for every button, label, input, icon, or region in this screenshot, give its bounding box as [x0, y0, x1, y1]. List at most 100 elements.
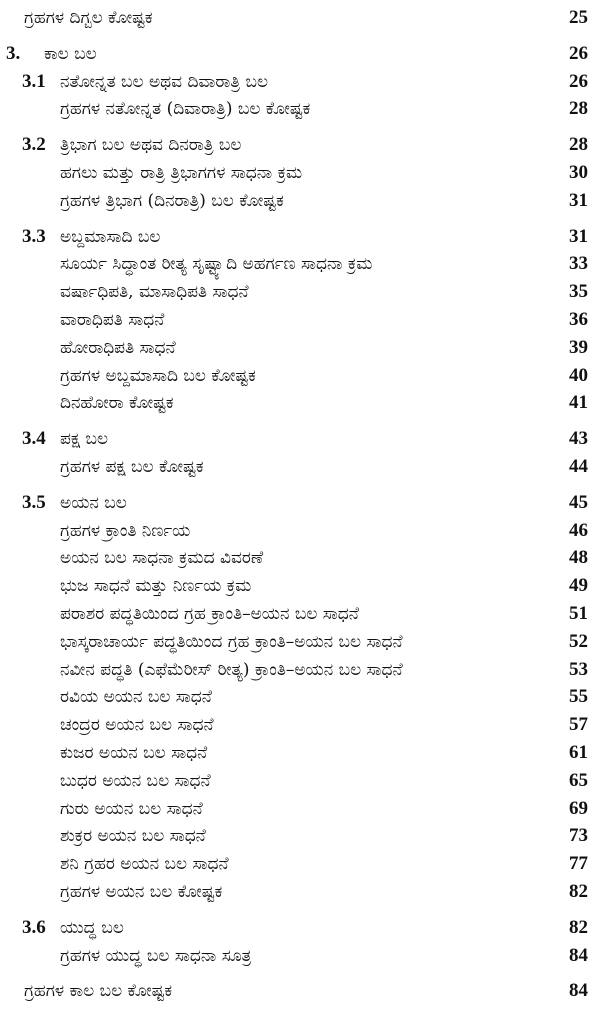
entry-row: ದಿನಹೋರಾ ಕೋಷ್ಟಕ 41 — [0, 390, 600, 416]
entry-row: ಪರಾಶರ ಪದ್ಧತಿಯಿಂದ ಗ್ರಹ ಕ್ರಾಂತಿ–ಅಯನ ಬಲ ಸಾಧ… — [0, 601, 600, 627]
entry-row: ಗ್ರಹಗಳ ಅಯನ ಬಲ ಕೋಷ್ಟಕ 82 — [0, 879, 600, 905]
section-row: 3.1 ನತೋನ್ನತ ಬಲ ಅಥವ ದಿವಾರಾತ್ರಿ ಬಲ 26 — [0, 69, 600, 95]
entry-title: ಅಯನ ಬಲ — [60, 492, 127, 513]
entry-title: ತ್ರಿಭಾಗ ಬಲ ಅಥವ ದಿನರಾತ್ರಿ ಬಲ — [60, 135, 242, 156]
entry-title: ನವೀನ ಪದ್ಧತಿ (ಎಫೆಮೆರೀಸ್ ರೀತ್ಯ) ಕ್ರಾಂತಿ–ಅಯ… — [60, 659, 403, 680]
entry-row: ಗ್ರಹಗಳ ಯುದ್ಧ ಬಲ ಸಾಧನಾ ಸೂತ್ರ 84 — [0, 943, 600, 969]
entry-number: 3.5 — [22, 491, 46, 513]
entry-number: 3. — [6, 42, 21, 64]
entry-page: 41 — [569, 392, 588, 414]
entry-title: ಪಕ್ಷ ಬಲ — [60, 429, 109, 450]
entry-page: 36 — [569, 309, 588, 330]
entry-row: ರವಿಯ ಅಯನ ಬಲ ಸಾಧನೆ 55 — [0, 684, 600, 710]
entry-title: ಗ್ರಹಗಳ ಅಬ್ದಮಾಸಾದಿ ಬಲ ಕೋಷ್ಟಕ — [60, 365, 256, 386]
section-row: 3.4 ಪಕ್ಷ ಬಲ 43 — [0, 426, 600, 452]
entry-row: ಕುಜರ ಅಯನ ಬಲ ಸಾಧನೆ 61 — [0, 740, 600, 766]
entry-page: 46 — [569, 519, 588, 541]
entry-title: ವರ್ಷಾಧಿಪತಿ, ಮಾಸಾಧಿಪತಿ ಸಾಧನೆ — [60, 282, 249, 303]
entry-page: 49 — [569, 575, 588, 597]
entry-row: ಅಯನ ಬಲ ಸಾಧನಾ ಕ್ರಮದ ವಿವರಣೆ 48 — [0, 545, 600, 571]
entry-page: 28 — [569, 134, 588, 156]
entry-title: ಗ್ರಹಗಳ ಪಕ್ಷ ಬಲ ಕೋಷ್ಟಕ — [60, 457, 204, 477]
entry-row: ಬುಧರ ಅಯನ ಬಲ ಸಾಧನೆ 65 — [0, 768, 600, 794]
entry-page: 82 — [569, 916, 588, 938]
entry-row: ಹೋರಾಧಿಪತಿ ಸಾಧನೆ 39 — [0, 335, 600, 361]
entry-title: ಗ್ರಹಗಳ ನತೋನ್ನತ (ದಿವಾರಾತ್ರಿ) ಬಲ ಕೋಷ್ಟಕ — [60, 99, 311, 120]
entry-page: 65 — [569, 769, 588, 791]
entry-title: ಅಯನ ಬಲ ಸಾಧನಾ ಕ್ರಮದ ವಿವರಣೆ — [60, 548, 264, 569]
entry-number: 3.2 — [22, 134, 46, 156]
entry-row: ಗ್ರಹಗಳ ತ್ರಿಭಾಗ (ದಿನರಾತ್ರಿ) ಬಲ ಕೋಷ್ಟಕ 31 — [0, 188, 600, 214]
entry-page: 35 — [569, 281, 588, 303]
chapter-row: 3. ಕಾಲ ಬಲ 26 — [0, 41, 600, 67]
entry-title: ಕಾಲ ಬಲ — [44, 43, 97, 64]
entry-row: ಗ್ರಹಗಳ ಪಕ್ಷ ಬಲ ಕೋಷ್ಟಕ 44 — [0, 454, 600, 480]
entry-page: 44 — [569, 456, 588, 477]
entry-title: ಭಾಸ್ಕರಾಚಾರ್ಯ ಪದ್ಧತಿಯಿಂದ ಗ್ರಹ ಕ್ರಾಂತಿ–ಅಯನ… — [60, 631, 403, 652]
entry-title: ಹೋರಾಧಿಪತಿ ಸಾಧನೆ — [60, 337, 176, 358]
entry-page: 52 — [569, 630, 588, 652]
entry-page: 69 — [569, 797, 588, 819]
entry-page: 30 — [569, 162, 588, 183]
entry-row: ಭುಜ ಸಾಧನೆ ಮತ್ತು ನಿರ್ಣಯ ಕ್ರಮ 49 — [0, 573, 600, 599]
entry-page: 77 — [569, 853, 588, 875]
entry-title: ಸೂರ್ಯ ಸಿದ್ಧಾಂತ ರೀತ್ಯ ಸೃಷ್ಟ್ಯಾದಿ ಅಹರ್ಗಣ ಸ… — [60, 254, 373, 275]
entry-row: ಚಂದ್ರರ ಅಯನ ಬಲ ಸಾಧನೆ 57 — [0, 712, 600, 738]
entry-page: 45 — [569, 491, 588, 513]
entry-title: ಗ್ರಹಗಳ ಕಾಲ ಬಲ ಕೋಷ್ಟಕ — [24, 981, 173, 1002]
entry-title: ಗ್ರಹಗಳ ಯುದ್ಧ ಬಲ ಸಾಧನಾ ಸೂತ್ರ — [60, 945, 252, 966]
entry-row: ಗ್ರಹಗಳ ನತೋನ್ನತ (ದಿವಾರಾತ್ರಿ) ಬಲ ಕೋಷ್ಟಕ 28 — [0, 96, 600, 122]
entry-title: ಪರಾಶರ ಪದ್ಧತಿಯಿಂದ ಗ್ರಹ ಕ್ರಾಂತಿ–ಅಯನ ಬಲ ಸಾಧ… — [60, 604, 359, 624]
entry-title: ಭುಜ ಸಾಧನೆ ಮತ್ತು ನಿರ್ಣಯ ಕ್ರಮ — [60, 576, 252, 597]
entry-page: 33 — [569, 253, 588, 275]
entry-page: 73 — [569, 825, 588, 847]
entry-title: ಹಗಲು ಮತ್ತು ರಾತ್ರಿ ತ್ರಿಭಾಗಗಳ ಸಾಧನಾ ಕ್ರಮ — [60, 163, 303, 183]
entry-title: ಗ್ರಹಗಳ ತ್ರಿಭಾಗ (ದಿನರಾತ್ರಿ) ಬಲ ಕೋಷ್ಟಕ — [60, 190, 284, 211]
section-row: 3.2 ತ್ರಿಭಾಗ ಬಲ ಅಥವ ದಿನರಾತ್ರಿ ಬಲ 28 — [0, 132, 600, 158]
entry-page: 39 — [569, 336, 588, 358]
entry-page: 26 — [569, 42, 588, 64]
entry-row: ವರ್ಷಾಧಿಪತಿ, ಮಾಸಾಧಿಪತಿ ಸಾಧನೆ 35 — [0, 279, 600, 305]
entry-title: ರವಿಯ ಅಯನ ಬಲ ಸಾಧನೆ — [60, 687, 212, 708]
entry-title: ಅಬ್ದಮಾಸಾದಿ ಬಲ — [60, 226, 161, 247]
entry-row: ಹಗಲು ಮತ್ತು ರಾತ್ರಿ ತ್ರಿಭಾಗಗಳ ಸಾಧನಾ ಕ್ರಮ 30 — [0, 160, 600, 186]
entry-page: 53 — [569, 658, 588, 680]
entry-title: ಗ್ರಹಗಳ ಅಯನ ಬಲ ಕೋಷ್ಟಕ — [60, 882, 223, 902]
entry-page: 48 — [569, 547, 588, 569]
entry-row: ಗುರು ಅಯನ ಬಲ ಸಾಧನೆ 69 — [0, 796, 600, 822]
entry-title: ವಾರಾಧಿಪತಿ ಸಾಧನೆ — [60, 310, 165, 330]
entry-title: ಶನಿ ಗ್ರಹರ ಅಯನ ಬಲ ಸಾಧನೆ — [60, 854, 229, 875]
entry-title: ಗ್ರಹಗಳ ಕ್ರಾಂತಿ ನಿರ್ಣಯ — [60, 520, 191, 541]
entry-page: 43 — [569, 428, 588, 450]
entry-page: 31 — [569, 189, 588, 211]
entry-page: 57 — [569, 714, 588, 736]
entry-row: ವಾರಾಧಿಪತಿ ಸಾಧನೆ 36 — [0, 307, 600, 333]
entry-number: 3.4 — [22, 428, 46, 450]
entry-row: ನವೀನ ಪದ್ಧತಿ (ಎಫೆಮೆರೀಸ್ ರೀತ್ಯ) ಕ್ರಾಂತಿ–ಅಯ… — [0, 657, 600, 683]
section-row: 3.3 ಅಬ್ದಮಾಸಾದಿ ಬಲ 31 — [0, 224, 600, 250]
entry-page: 26 — [569, 70, 588, 92]
entry-title: ಶುಕ್ರರ ಅಯನ ಬಲ ಸಾಧನೆ — [60, 826, 206, 847]
entry-row: ಗ್ರಹಗಳ ಕಾಲ ಬಲ ಕೋಷ್ಟಕ 84 — [0, 978, 600, 1004]
entry-row: ಶನಿ ಗ್ರಹರ ಅಯನ ಬಲ ಸಾಧನೆ 77 — [0, 851, 600, 877]
entry-row: ಗ್ರಹಗಳ ಕ್ರಾಂತಿ ನಿರ್ಣಯ 46 — [0, 518, 600, 544]
entry-page: 40 — [569, 364, 588, 386]
entry-title: ಗುರು ಅಯನ ಬಲ ಸಾಧನೆ — [60, 798, 203, 819]
entry-title: ದಿನಹೋರಾ ಕೋಷ್ಟಕ — [60, 393, 174, 414]
entry-page: 51 — [569, 603, 588, 624]
entry-page: 31 — [569, 225, 588, 247]
entry-number: 3.1 — [22, 70, 46, 92]
entry-page: 84 — [569, 980, 588, 1002]
entry-row: ಶುಕ್ರರ ಅಯನ ಬಲ ಸಾಧನೆ 73 — [0, 823, 600, 849]
entry-row: ಭಾಸ್ಕರಾಚಾರ್ಯ ಪದ್ಧತಿಯಿಂದ ಗ್ರಹ ಕ್ರಾಂತಿ–ಅಯನ… — [0, 629, 600, 655]
entry-page: 25 — [569, 7, 588, 28]
entry-title: ಕುಜರ ಅಯನ ಬಲ ಸಾಧನೆ — [60, 743, 208, 763]
entry-page: 55 — [569, 686, 588, 708]
entry-page: 82 — [569, 881, 588, 902]
entry-page: 28 — [569, 98, 588, 120]
entry-row: ಗ್ರಹಗಳ ಅಬ್ದಮಾಸಾದಿ ಬಲ ಕೋಷ್ಟಕ 40 — [0, 363, 600, 389]
entry-page: 61 — [569, 742, 588, 763]
entry-title: ಗ್ರಹಗಳ ದಿಗ್ಬಲ ಕೋಷ್ಟಕ — [24, 8, 153, 28]
entry-row: ಸೂರ್ಯ ಸಿದ್ಧಾಂತ ರೀತ್ಯ ಸೃಷ್ಟ್ಯಾದಿ ಅಹರ್ಗಣ ಸ… — [0, 251, 600, 277]
